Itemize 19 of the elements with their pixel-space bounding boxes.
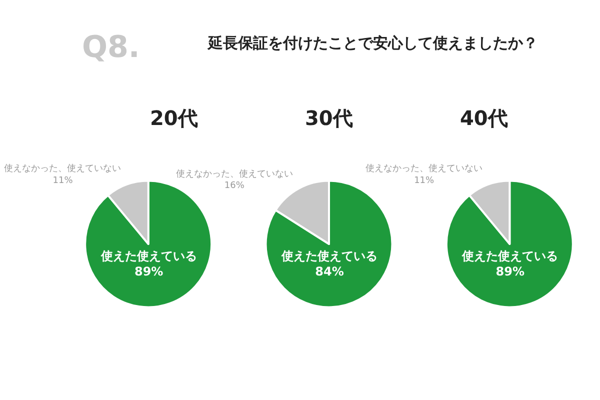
data-label: 16% [224, 181, 245, 192]
slice-label: 使えなかった、使えていない [366, 163, 483, 174]
chart-title: 30代 [305, 106, 353, 130]
chart-title: 40代 [460, 106, 508, 130]
data-label: 11% [414, 176, 435, 186]
slice-label: 使えた使えている [100, 249, 197, 264]
chart-title: 20代 [150, 106, 198, 130]
slice-label: 使えなかった、使えていない [176, 168, 293, 180]
slice-label: 使えなかった、使えていない [4, 163, 122, 174]
pie-slice [445, 180, 574, 308]
slice-label: 使えた使えている [280, 249, 378, 264]
pie-slice [264, 180, 394, 308]
data-label: 11% [52, 176, 74, 186]
data-label: 89% [496, 264, 525, 279]
slice-label: 使えた使えている [461, 249, 558, 264]
data-label: 89% [134, 264, 164, 279]
text: 延長保証を付けたことで安心して使えましたか？ [207, 34, 538, 52]
pie-slice [84, 180, 212, 308]
data-label: 84% [315, 264, 344, 279]
